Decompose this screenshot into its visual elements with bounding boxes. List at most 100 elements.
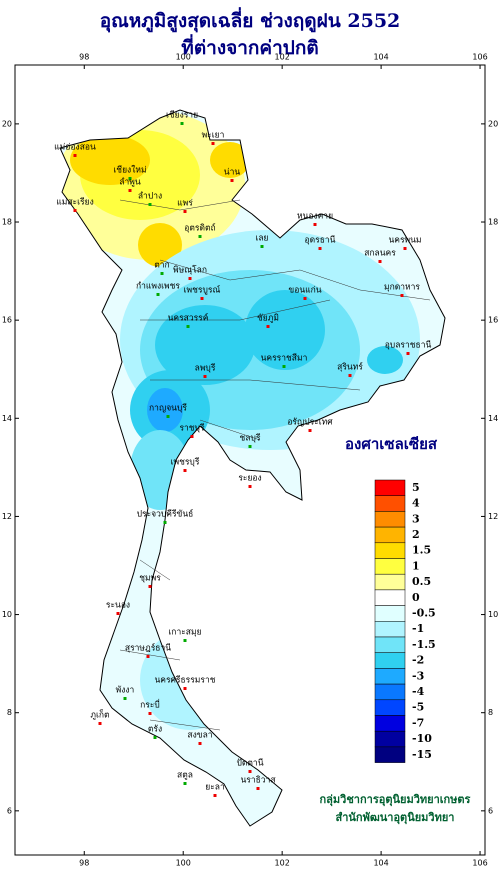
legend-swatch bbox=[374, 479, 406, 496]
station-dot bbox=[128, 177, 132, 180]
station-dot bbox=[256, 787, 260, 790]
place-label: เพชรบุรี bbox=[171, 457, 200, 468]
station-dot bbox=[203, 375, 207, 378]
place-label: กำแพงเพชร bbox=[136, 282, 180, 292]
station-dot bbox=[148, 712, 152, 715]
place-label: อุตรดิตถ์ bbox=[184, 223, 215, 234]
place-label: นครราชสีมา bbox=[261, 353, 308, 364]
place-label: อุดรธานี bbox=[305, 235, 336, 246]
station-dot bbox=[163, 521, 167, 524]
province-borders bbox=[119, 199, 431, 731]
legend-swatch bbox=[374, 589, 406, 606]
station-dot bbox=[183, 687, 187, 690]
y-tick-label: 18 bbox=[2, 218, 12, 227]
place-label: มุกดาหาร bbox=[384, 283, 420, 293]
legend-swatch bbox=[374, 558, 406, 575]
station-dot bbox=[248, 445, 252, 448]
place-label: สงขลา bbox=[187, 731, 212, 741]
station-dot bbox=[213, 794, 217, 797]
place-label: ขอนแก่น bbox=[288, 286, 321, 296]
station-dot bbox=[146, 655, 150, 658]
place-label: ระยอง bbox=[238, 474, 261, 484]
x-tick-label: 104 bbox=[373, 859, 388, 868]
x-tick-label: 106 bbox=[472, 53, 487, 62]
place-label: อุบลราชธานี bbox=[385, 340, 432, 351]
legend-swatch bbox=[374, 636, 406, 653]
place-label: ปัตตานี bbox=[236, 758, 263, 769]
legend-swatch bbox=[374, 699, 406, 716]
place-label: สตูล bbox=[177, 771, 193, 781]
station-dot bbox=[200, 297, 204, 300]
station-dot bbox=[123, 697, 127, 700]
place-label: เชียงใหม่ bbox=[113, 165, 146, 176]
legend-label: 3 bbox=[412, 512, 420, 525]
station-dot bbox=[211, 142, 215, 145]
place-label: ยะลา bbox=[205, 783, 225, 793]
place-label: อรัญประเทศ bbox=[287, 418, 333, 428]
legend-label: 0 bbox=[412, 591, 420, 604]
station-dot bbox=[116, 612, 120, 615]
y-tick-label: 8 bbox=[488, 708, 493, 717]
place-label: เกาะสมุย bbox=[168, 628, 201, 638]
station-dot bbox=[378, 260, 382, 263]
station-dot bbox=[303, 297, 307, 300]
station-dot bbox=[260, 245, 264, 248]
legend-label: -1.5 bbox=[412, 638, 436, 651]
place-label: พังงา bbox=[116, 686, 135, 696]
station-dot bbox=[406, 352, 410, 355]
station-dot bbox=[248, 770, 252, 773]
x-tick-label: 106 bbox=[472, 859, 487, 868]
legend-label: 0.5 bbox=[412, 575, 431, 588]
legend-label: -2 bbox=[412, 654, 424, 667]
y-tick-label: 14 bbox=[488, 414, 498, 423]
place-label: สกลนคร bbox=[364, 249, 396, 259]
legend-swatch bbox=[374, 511, 406, 528]
place-label: สุรินทร์ bbox=[337, 362, 363, 373]
place-label: เชียงราย bbox=[166, 110, 198, 121]
y-tick-label: 8 bbox=[7, 708, 12, 717]
legend-label: 1.5 bbox=[412, 544, 431, 557]
y-tick-label: 12 bbox=[2, 512, 12, 521]
station-dot bbox=[348, 374, 352, 377]
station-dot bbox=[186, 325, 190, 328]
x-tick-label: 100 bbox=[176, 859, 191, 868]
station-dot bbox=[183, 210, 187, 213]
station-dot bbox=[230, 179, 234, 182]
station-dot bbox=[198, 742, 202, 745]
station-dot bbox=[160, 272, 164, 275]
legend-label: 2 bbox=[412, 528, 420, 541]
station-dot bbox=[153, 736, 157, 739]
x-tick-label: 98 bbox=[79, 859, 89, 868]
station-dot bbox=[248, 485, 252, 488]
place-label: ประจวบคีรีขันธ์ bbox=[137, 509, 194, 520]
legend-swatch bbox=[374, 652, 406, 669]
y-tick-label: 12 bbox=[488, 512, 498, 521]
station-dot bbox=[308, 429, 312, 432]
legend-swatch bbox=[374, 621, 406, 638]
legend-swatch bbox=[374, 526, 406, 544]
legend-label: -7 bbox=[412, 716, 424, 729]
legend-unit: องศาเซลเซียส bbox=[345, 435, 438, 453]
legend-swatch bbox=[374, 573, 406, 591]
station-dot bbox=[166, 415, 170, 418]
station-dot bbox=[190, 435, 194, 438]
y-tick-label: 6 bbox=[488, 806, 493, 815]
place-label: ภูเก็ต bbox=[90, 709, 109, 721]
credit: สำนักพัฒนาอุตุนิยมวิทยา bbox=[336, 811, 455, 825]
y-tick-label: 16 bbox=[2, 316, 12, 325]
place-label: ระนอง bbox=[106, 601, 130, 611]
station-dot bbox=[156, 293, 160, 296]
place-label: กระบี่ bbox=[140, 699, 160, 711]
place-label: ชุมพร bbox=[139, 574, 161, 584]
station-dot bbox=[183, 469, 187, 472]
station-dot bbox=[148, 203, 152, 206]
station-dot bbox=[73, 154, 77, 157]
legend-label: -4 bbox=[412, 685, 425, 698]
station-dot bbox=[188, 277, 192, 280]
y-tick-label: 14 bbox=[2, 414, 12, 423]
y-tick-label: 16 bbox=[488, 316, 498, 325]
y-tick-label: 6 bbox=[7, 806, 12, 815]
legend-swatch bbox=[374, 542, 406, 559]
place-label: ชัยภูมิ bbox=[257, 314, 279, 324]
x-tick-label: 98 bbox=[79, 53, 89, 62]
